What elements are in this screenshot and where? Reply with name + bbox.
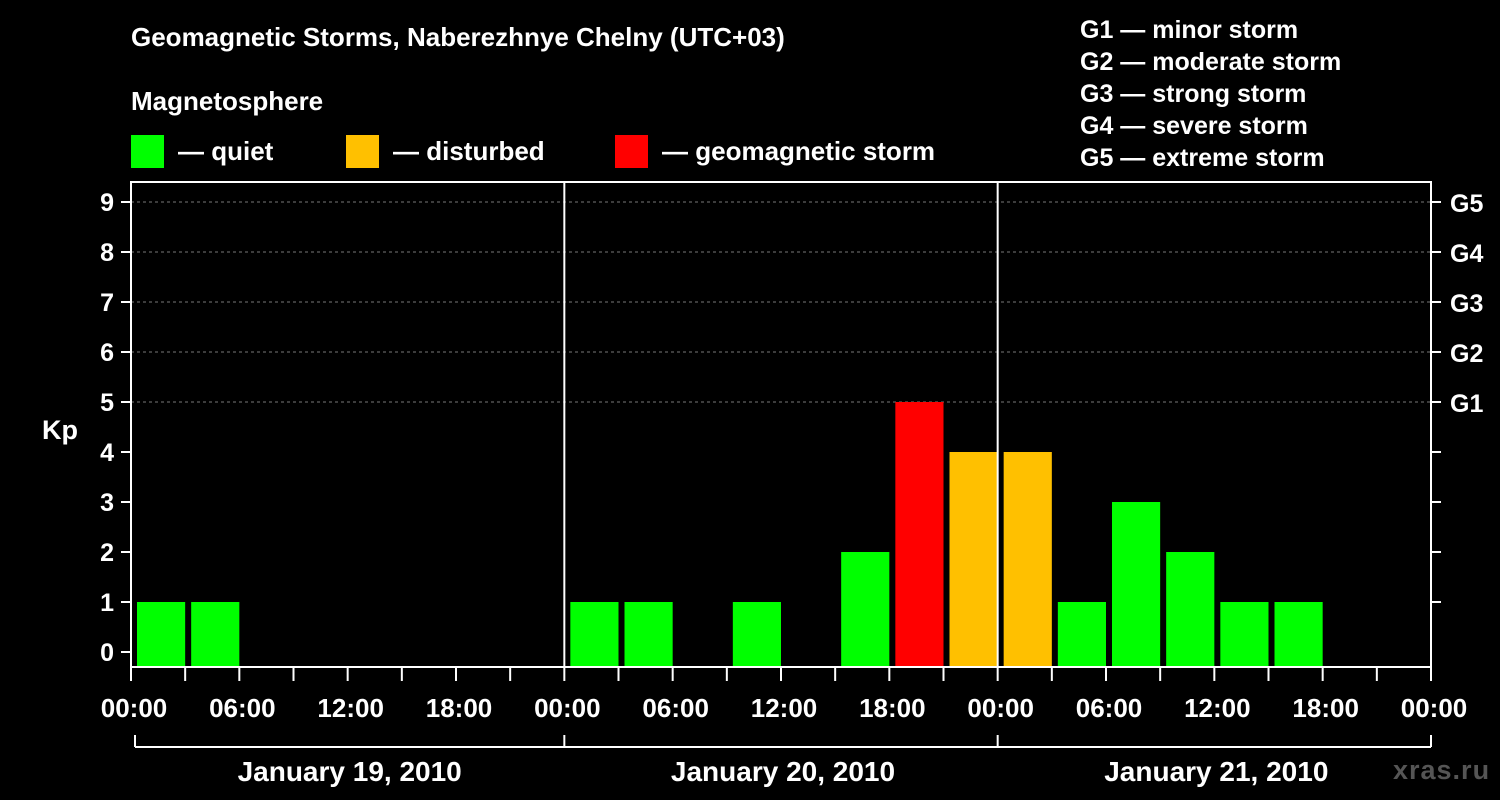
g-level-g2: G2 — moderate storm [1080, 48, 1342, 76]
y-tick-label: 7 [100, 289, 114, 317]
kp-bar [1003, 452, 1052, 667]
kp-bar [841, 552, 890, 667]
watermark: xras.ru [1393, 755, 1491, 785]
legend-swatch-disturbed [346, 134, 379, 168]
y-tick-label: 6 [100, 339, 114, 367]
y-tick-label: 0 [100, 639, 114, 667]
g-tick-label: G3 [1450, 290, 1483, 318]
kp-bar [1220, 602, 1269, 667]
kp-bar [191, 602, 240, 667]
date-label: January 21, 2010 [1104, 756, 1328, 787]
legend-label-disturbed: — disturbed [393, 135, 545, 166]
x-tick-label: 18:00 [859, 693, 926, 723]
kp-bar [624, 602, 673, 667]
x-tick-label: 12:00 [751, 693, 818, 723]
x-tick-label: 12:00 [1184, 693, 1251, 723]
x-tick-label: 06:00 [209, 693, 276, 723]
y-tick-label: 1 [100, 589, 114, 617]
x-tick-label: 18:00 [426, 693, 493, 723]
y-tick-label: 4 [100, 439, 114, 467]
kp-bar [1112, 502, 1161, 667]
g-tick-label: G2 [1450, 340, 1483, 368]
legend-label-quiet: — quiet [178, 135, 274, 166]
x-tick-label: 00:00 [534, 693, 601, 723]
x-tick-label: 18:00 [1292, 693, 1359, 723]
legend-label-storm: — geomagnetic storm [662, 135, 936, 166]
y-tick-label: 3 [100, 489, 114, 517]
g-tick-label: G5 [1450, 190, 1483, 218]
y-tick-label: 2 [100, 539, 114, 567]
x-tick-label: 12:00 [317, 693, 384, 723]
legend-swatch-storm [615, 134, 648, 168]
kp-bar [1166, 552, 1215, 667]
x-tick-label: 06:00 [642, 693, 709, 723]
kp-bar [895, 402, 944, 667]
x-tick-label: 06:00 [1076, 693, 1143, 723]
g-scale-legend: G1 — minor storm G2 — moderate storm G3 … [1080, 14, 1341, 174]
kp-bar [732, 602, 781, 667]
y-axis-label: Kp [42, 415, 78, 445]
legend-item-disturbed: — disturbed [346, 134, 545, 168]
legend-swatch-quiet [131, 134, 164, 168]
y-tick-label: 8 [100, 239, 114, 267]
y-tick-label: 5 [100, 389, 114, 417]
kp-bar [137, 602, 186, 667]
chart-title: Geomagnetic Storms, Naberezhnye Chelny (… [131, 22, 785, 52]
legend-item-storm: — geomagnetic storm [615, 134, 935, 168]
kp-bar [949, 452, 998, 667]
x-tick-label: 00:00 [1401, 693, 1468, 723]
g-level-g5: G5 — extreme storm [1080, 144, 1325, 172]
kp-bar [570, 602, 619, 667]
g-tick-label: G1 [1450, 390, 1483, 418]
date-label: January 19, 2010 [238, 756, 462, 787]
date-label: January 20, 2010 [671, 756, 895, 787]
kp-bar [1274, 602, 1323, 667]
x-tick-label: 00:00 [101, 693, 168, 723]
x-tick-label: 00:00 [967, 693, 1034, 723]
g-tick-label: G4 [1450, 240, 1483, 268]
legend-item-quiet: — quiet [131, 134, 273, 168]
g-level-g1: G1 — minor storm [1080, 16, 1299, 44]
chart-subtitle: Magnetosphere [131, 86, 324, 116]
g-level-g4: G4 — severe storm [1080, 112, 1308, 140]
kp-bar [1057, 602, 1106, 667]
g-level-g3: G3 — strong storm [1080, 80, 1307, 108]
plot-frame [130, 181, 1432, 668]
y-tick-label: 9 [100, 189, 114, 217]
